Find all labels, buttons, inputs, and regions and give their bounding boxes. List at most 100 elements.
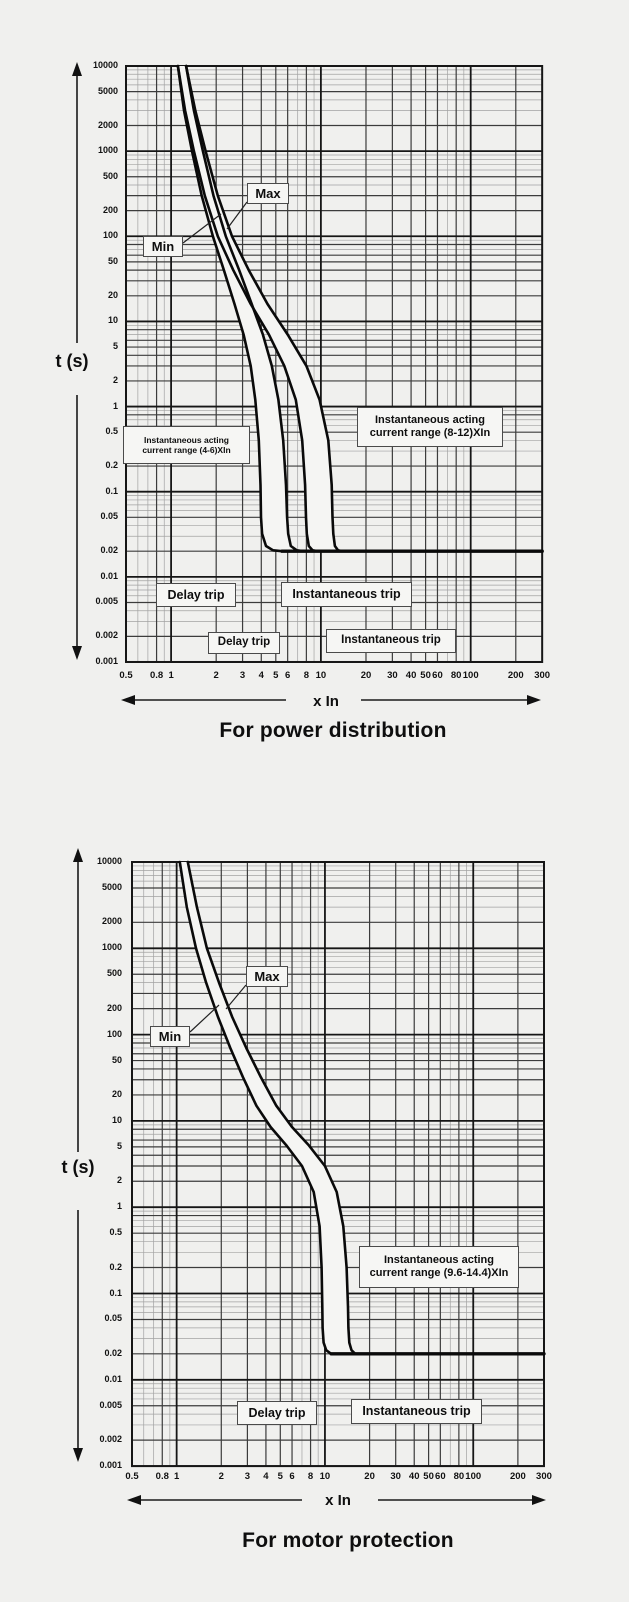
x-tick-label: 1	[168, 670, 174, 681]
chart-title-power: For power distribution	[219, 719, 447, 742]
callout-line	[189, 1004, 220, 1033]
instantaneous-range-4-6-label: Instantaneous acting current range (4-6)…	[123, 426, 250, 464]
range-8-12-line1: Instantaneous acting	[374, 413, 486, 426]
x-tick-label: 0.8	[155, 1471, 169, 1482]
x-tick-label: 5	[277, 1471, 283, 1482]
x-tick-label: 2	[218, 1471, 224, 1482]
y-tick-label: 10	[111, 1114, 122, 1125]
delay-trip-zone-row1: Delay trip	[156, 583, 236, 607]
x-tick-label: 2	[213, 670, 219, 681]
x-tick-label: 6	[285, 670, 291, 681]
arrow-left-icon	[121, 695, 135, 705]
y-tick-label: 2	[112, 374, 118, 385]
y-tick-label: 0.01	[104, 1373, 122, 1384]
trip-curve	[184, 64, 344, 553]
y-tick-label: 50	[111, 1054, 122, 1065]
x-tick-label: 0.8	[149, 670, 164, 681]
trip-curve	[186, 860, 357, 1356]
x-axis-title-motor: x In	[325, 1492, 351, 1509]
y-tick-label: 1	[112, 400, 118, 411]
y-tick-label: 100	[106, 1028, 122, 1039]
y-tick-label: 0.2	[109, 1261, 122, 1272]
x-tick-label: 20	[360, 670, 372, 681]
instantaneous-trip-zone-row1: Instantaneous trip	[281, 582, 412, 607]
max-curve-label-motor: Max	[246, 966, 288, 987]
y-tick-label: 10000	[92, 60, 118, 70]
y-tick-label: 0.005	[95, 596, 118, 607]
trip-curve	[178, 860, 333, 1356]
x-tick-label: 60	[435, 1471, 446, 1482]
y-tick-label: 0.5	[105, 426, 118, 437]
x-tick-label: 3	[244, 1471, 251, 1482]
range-8-12-line2: current range (8-12)XIn	[369, 427, 491, 439]
y-tick-label: 0.001	[95, 655, 118, 666]
x-tick-label: 6	[289, 1471, 295, 1482]
y-tick-label: 5	[116, 1140, 122, 1151]
trip-curve	[176, 64, 284, 553]
max-curve-label: Max	[247, 183, 289, 204]
trip-curve	[184, 64, 305, 553]
callout-line	[225, 984, 247, 1010]
x-tick-label: 0.5	[125, 1471, 139, 1482]
x-tick-label: 200	[509, 1471, 526, 1482]
y-tick-label: 2000	[97, 119, 118, 130]
y-tick-label: 0.05	[100, 511, 118, 522]
y-tick-label: 10000	[96, 856, 122, 866]
y-tick-label: 0.2	[105, 460, 118, 471]
y-tick-label: 200	[106, 1002, 122, 1013]
y-tick-label: 0.1	[109, 1287, 122, 1298]
y-axis-title: t (s)	[55, 351, 89, 371]
y-tick-label: 0.5	[109, 1227, 122, 1238]
y-tick-label: 0.001	[99, 1460, 122, 1471]
x-tick-label: 60	[432, 670, 443, 681]
arrow-right-icon	[532, 1495, 546, 1505]
x-tick-label: 80	[450, 670, 462, 681]
y-tick-label: 0.002	[99, 1434, 122, 1445]
arrow-down-icon	[73, 1448, 83, 1462]
delay-trip-zone-row2: Delay trip	[208, 632, 280, 654]
x-tick-label: 50	[423, 1471, 434, 1482]
y-tick-label: 0.1	[105, 485, 118, 496]
x-axis-title: x In	[313, 693, 339, 710]
y-tick-label: 20	[111, 1088, 122, 1099]
x-tick-label: 300	[536, 1471, 552, 1482]
x-tick-label: 3	[239, 670, 246, 681]
trip-curve	[176, 64, 319, 553]
y-tick-label: 5000	[101, 881, 122, 892]
x-tick-label: 10	[315, 670, 327, 681]
x-tick-label: 80	[453, 1471, 465, 1482]
instantaneous-range-9.6-14.4-label: Instantaneous acting current range (9.6-…	[359, 1246, 519, 1288]
x-tick-label: 8	[307, 1471, 314, 1482]
x-tick-label: 300	[534, 670, 551, 681]
x-tick-label: 1	[173, 1471, 180, 1482]
range-motor-line1: Instantaneous acting	[383, 1253, 495, 1266]
instantaneous-trip-zone-row2: Instantaneous trip	[326, 629, 456, 653]
y-tick-label: 200	[102, 204, 118, 215]
x-tick-label: 30	[390, 1471, 401, 1482]
x-tick-label: 200	[507, 670, 524, 681]
min-curve-label-motor: Min	[150, 1026, 190, 1047]
y-tick-label: 500	[106, 968, 122, 979]
y-axis-title-motor: t (s)	[61, 1157, 95, 1177]
y-tick-label: 50	[107, 255, 118, 266]
chart-title-motor: For motor protection	[242, 1529, 454, 1552]
tolerance-band	[179, 862, 356, 1354]
y-tick-label: 0.05	[104, 1313, 122, 1324]
x-tick-label: 50	[420, 670, 431, 681]
plot-border	[131, 861, 545, 1468]
y-tick-label: 2	[116, 1175, 122, 1186]
x-tick-label: 8	[303, 670, 310, 681]
y-tick-label: 5	[112, 341, 118, 352]
y-tick-label: 2000	[101, 916, 122, 927]
y-tick-label: 1000	[101, 942, 122, 953]
x-tick-label: 4	[263, 1471, 269, 1482]
range-4-6-line1: Instantaneous acting	[143, 434, 229, 445]
arrow-right-icon	[527, 695, 541, 705]
y-tick-label: 0.02	[104, 1347, 122, 1358]
x-tick-label: 5	[273, 670, 279, 681]
y-tick-label: 5000	[97, 85, 118, 96]
y-tick-label: 0.002	[95, 630, 118, 641]
callout-line	[182, 213, 222, 244]
